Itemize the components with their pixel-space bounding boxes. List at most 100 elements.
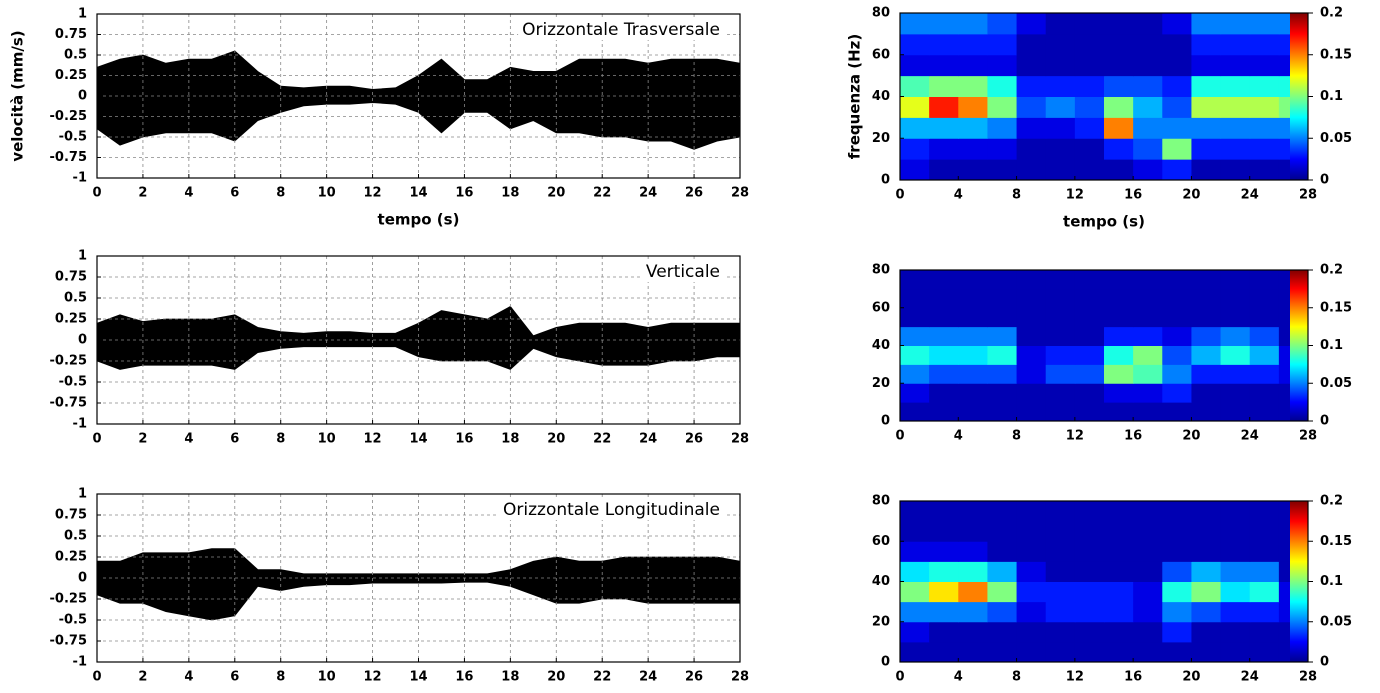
y-tick-label: 0.75 — [55, 270, 87, 285]
x-tick-label: 0 — [92, 670, 101, 685]
heatmap-cell — [1191, 138, 1222, 160]
x-tick-label: 14 — [409, 432, 427, 447]
heatmap-cell — [1133, 307, 1163, 328]
heatmap-cell — [958, 641, 988, 663]
heatmap-cell — [1162, 13, 1192, 35]
colorbar-tick-label: 0.1 — [1320, 574, 1343, 589]
heatmap-cell — [1133, 541, 1163, 562]
heatmap-cell — [900, 54, 930, 77]
annotation-background — [499, 500, 724, 520]
heatmap-cell — [1074, 641, 1105, 663]
y-tick-label: 0.25 — [55, 68, 87, 83]
heatmap-cell — [929, 326, 959, 346]
heatmap-cell — [958, 541, 988, 562]
heatmap-cell — [958, 621, 988, 643]
heatmap-cell — [987, 13, 1018, 35]
heatmap-cell — [900, 138, 930, 160]
y-tick-label: -1 — [73, 655, 87, 670]
heatmap-cell — [1220, 288, 1251, 309]
heatmap-cell — [1162, 402, 1192, 422]
heatmap-cell — [929, 96, 959, 118]
heatmap-cell — [1104, 561, 1134, 582]
heatmap-cell — [1191, 601, 1222, 623]
y-tick-label: 0 — [78, 571, 87, 586]
heatmap-cell — [900, 270, 930, 290]
heatmap-cell — [1016, 601, 1047, 623]
heatmap-cell — [1220, 621, 1251, 643]
heatmap-cell — [987, 288, 1018, 309]
heatmap-cell — [987, 138, 1018, 160]
heatmap-cell — [958, 13, 988, 35]
x-tick-label: 28 — [1299, 429, 1317, 444]
y-tick-label: 20 — [872, 131, 890, 146]
colorbar-tick-label: 0.15 — [1320, 300, 1352, 315]
heatmap-cell — [1191, 117, 1222, 139]
x-tick-label: 24 — [639, 432, 657, 447]
x-tick-label: 16 — [1124, 429, 1142, 444]
heatmap-cell — [1045, 581, 1076, 603]
heatmap-cell — [1249, 601, 1280, 623]
heatmap-cell — [1162, 33, 1192, 56]
y-tick-label: 0.5 — [64, 48, 87, 63]
x-tick-label: 20 — [1182, 429, 1200, 444]
heatmap-cell — [1220, 364, 1251, 384]
heatmap-cell — [1074, 601, 1105, 623]
heatmap-cell — [929, 117, 959, 139]
heatmap-cell — [1045, 117, 1076, 139]
heatmap-cell — [958, 521, 988, 542]
heatmap-cell — [958, 601, 988, 623]
x-tick-label: 10 — [318, 186, 336, 201]
x-tick-label: 16 — [455, 432, 473, 447]
heatmap-cell — [1191, 621, 1222, 643]
heatmap-cell — [1220, 345, 1251, 365]
x-tick-label: 18 — [501, 670, 519, 685]
heatmap-cell — [1045, 326, 1076, 346]
heatmap-cell — [1249, 581, 1280, 603]
heatmap-cell — [1045, 402, 1076, 422]
x-tick-label: 8 — [1012, 670, 1021, 685]
heatmap-cell — [1249, 402, 1280, 422]
colorbar-tick-label: 0.05 — [1320, 131, 1352, 146]
heatmap-cell — [900, 561, 930, 582]
heatmap-cell — [1045, 345, 1076, 365]
x-tick-label: 28 — [1299, 188, 1317, 203]
x-tick-label: 20 — [547, 186, 565, 201]
heatmap-cell — [987, 54, 1018, 77]
heatmap-cell — [958, 54, 988, 77]
heatmap-cell — [1133, 364, 1163, 384]
heatmap-cell — [1104, 33, 1134, 56]
heatmap-cell — [1045, 13, 1076, 35]
heatmap-cell — [1045, 501, 1076, 522]
heatmap-cell — [1045, 541, 1076, 562]
heatmap-cell — [929, 270, 959, 290]
heatmap-cell — [929, 138, 959, 160]
heatmap-cell — [1133, 641, 1163, 663]
heatmap-cell — [1249, 364, 1280, 384]
x-tick-label: 16 — [1124, 670, 1142, 685]
heatmap-cell — [1104, 541, 1134, 562]
x-tick-label: 2 — [138, 432, 147, 447]
heatmap-cell — [958, 383, 988, 403]
x-tick-label: 2 — [138, 670, 147, 685]
y-tick-label: 0.25 — [55, 312, 87, 327]
y-tick-label: 1 — [78, 7, 87, 22]
x-tick-label: 8 — [1012, 429, 1021, 444]
heatmap-cell — [929, 364, 959, 384]
heatmap-cell — [1104, 521, 1134, 542]
heatmap-cell — [1045, 54, 1076, 77]
x-tick-label: 24 — [639, 670, 657, 685]
x-tick-label: 16 — [455, 670, 473, 685]
heatmap-cell — [1220, 541, 1251, 562]
heatmap-cell — [987, 402, 1018, 422]
x-tick-label: 12 — [1066, 429, 1084, 444]
colorbar — [1290, 501, 1308, 662]
heatmap-cell — [1191, 326, 1222, 346]
heatmap-cell — [1249, 621, 1280, 643]
heatmap-cell — [1045, 364, 1076, 384]
heatmap-cell — [1191, 581, 1222, 603]
heatmap-cell — [1016, 364, 1047, 384]
heatmap-cell — [1191, 54, 1222, 77]
heatmap-cell — [1162, 307, 1192, 328]
y-tick-label: 0.5 — [64, 529, 87, 544]
